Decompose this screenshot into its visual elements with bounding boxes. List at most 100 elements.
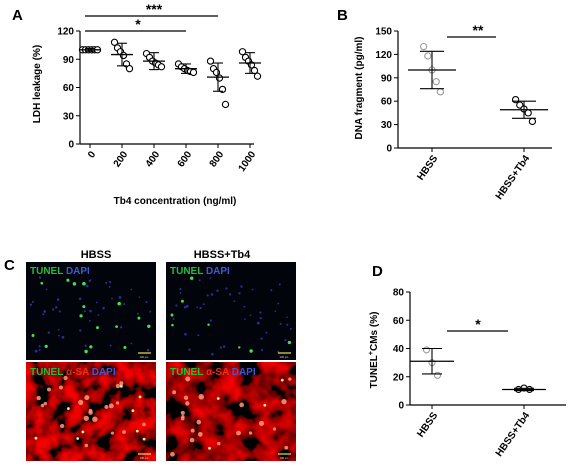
data-point [432, 78, 440, 86]
tunel-positive-nucleus [287, 340, 292, 345]
y-tick-label: 30 [63, 111, 75, 122]
dapi-nucleus [84, 344, 87, 347]
dapi-nucleus [145, 300, 148, 304]
nucleus [115, 401, 120, 405]
data-point [238, 48, 247, 56]
y-tick-label: 0 [398, 401, 404, 412]
significance-label: ** [473, 22, 484, 38]
tunel-positive-nucleus [142, 437, 146, 441]
tunel-positive-nucleus [84, 349, 88, 354]
data-point [157, 63, 166, 71]
tunel-positive-nucleus [72, 282, 77, 286]
dapi-nucleus [42, 313, 45, 316]
dapi-nucleus [197, 334, 200, 337]
nucleus [170, 451, 175, 457]
dapi-nucleus [209, 277, 212, 280]
tunel-positive-nucleus [76, 437, 80, 440]
data-point [215, 74, 224, 82]
tunel-positive-nucleus [79, 314, 83, 318]
dapi-nucleus [130, 288, 133, 291]
dapi-nucleus [249, 314, 252, 317]
dapi-nucleus [136, 312, 139, 315]
tunel-positive-nucleus [82, 305, 86, 309]
label-row2-left: TUNEL α-SA DAPI [30, 367, 116, 378]
significance-label: *** [146, 1, 163, 17]
tunel-positive-nucleus [190, 276, 194, 280]
nucleus [181, 414, 185, 419]
y-tick-label: 20 [393, 372, 405, 383]
dapi-nucleus [109, 281, 112, 284]
x-tick-label: 800 [208, 149, 227, 169]
x-tick-label: HBSS [415, 153, 440, 182]
dapi-nucleus [61, 336, 65, 339]
nucleus [239, 402, 245, 408]
dapi-nucleus [184, 332, 187, 336]
dapi-nucleus [216, 289, 219, 292]
nucleus [217, 441, 221, 446]
nucleus [46, 387, 51, 392]
tunel-positive-nucleus [31, 334, 35, 337]
dapi-nucleus [149, 310, 152, 313]
dapi-nucleus [277, 302, 280, 305]
y-tick-label: 60 [393, 316, 405, 327]
dapi-nucleus [78, 297, 82, 301]
scale-label: 100 μm [140, 456, 149, 460]
tunel-positive-nucleus [119, 384, 123, 388]
nucleus [258, 420, 265, 426]
dapi-nucleus [279, 322, 282, 325]
dapi-nucleus [84, 310, 86, 313]
dapi-nucleus [225, 287, 228, 290]
dapi-nucleus [265, 331, 268, 334]
dapi-nucleus [196, 306, 199, 309]
data-point [511, 95, 520, 104]
dapi-nucleus [43, 310, 47, 313]
y-tick-label: 30 [381, 120, 393, 131]
dapi-nucleus [211, 352, 214, 356]
nucleus [84, 443, 89, 448]
dapi-nucleus [260, 348, 264, 352]
dapi-nucleus [79, 329, 82, 332]
nucleus [40, 403, 45, 408]
scale-label: 100 μm [140, 355, 149, 359]
nucleus [84, 395, 90, 401]
dapi-nucleus [31, 300, 34, 303]
dapi-nucleus [29, 303, 33, 306]
dapi-nucleus [244, 318, 246, 321]
tunel-positive-nucleus [208, 446, 211, 450]
image-hbss-tb4-tunel-dapi [166, 262, 296, 360]
dapi-nucleus [219, 346, 223, 349]
significance-label: * [475, 316, 481, 332]
nucleus [43, 401, 48, 406]
panel-letter-c: C [4, 257, 15, 274]
panel-letter-b: B [337, 7, 348, 24]
nucleus [63, 375, 68, 381]
dapi-nucleus [109, 344, 112, 347]
nucleus [108, 403, 114, 409]
dapi-nucleus [88, 319, 91, 322]
data-point [221, 100, 230, 109]
significance-label: * [135, 16, 141, 32]
dapi-nucleus [202, 303, 205, 306]
x-tick-label: HBSS+Tb4 [494, 410, 533, 459]
nucleus [92, 416, 98, 422]
dapi-nucleus [233, 300, 236, 303]
ylabel-dna-fragment: DNA fragment (pg/ml) [354, 37, 365, 140]
nucleus [115, 383, 121, 389]
nucleus [183, 395, 189, 400]
y-tick-label: 150 [375, 27, 392, 38]
dapi-nucleus [175, 304, 178, 307]
dapi-nucleus [89, 309, 92, 313]
dapi-nucleus [278, 283, 281, 286]
dapi-nucleus [286, 316, 288, 318]
data-point [125, 65, 134, 73]
nucleus [190, 428, 195, 433]
nucleus [88, 410, 93, 415]
dapi-nucleus [286, 323, 289, 326]
ylabel-ldh: LDH leakage (%) [32, 45, 43, 123]
nucleus [78, 399, 84, 405]
nucleus [36, 395, 41, 401]
tunel-positive-nucleus [137, 316, 141, 320]
dapi-nucleus [209, 319, 213, 322]
label-row1-left: TUNEL DAPI [30, 266, 90, 277]
nucleus [60, 423, 65, 429]
